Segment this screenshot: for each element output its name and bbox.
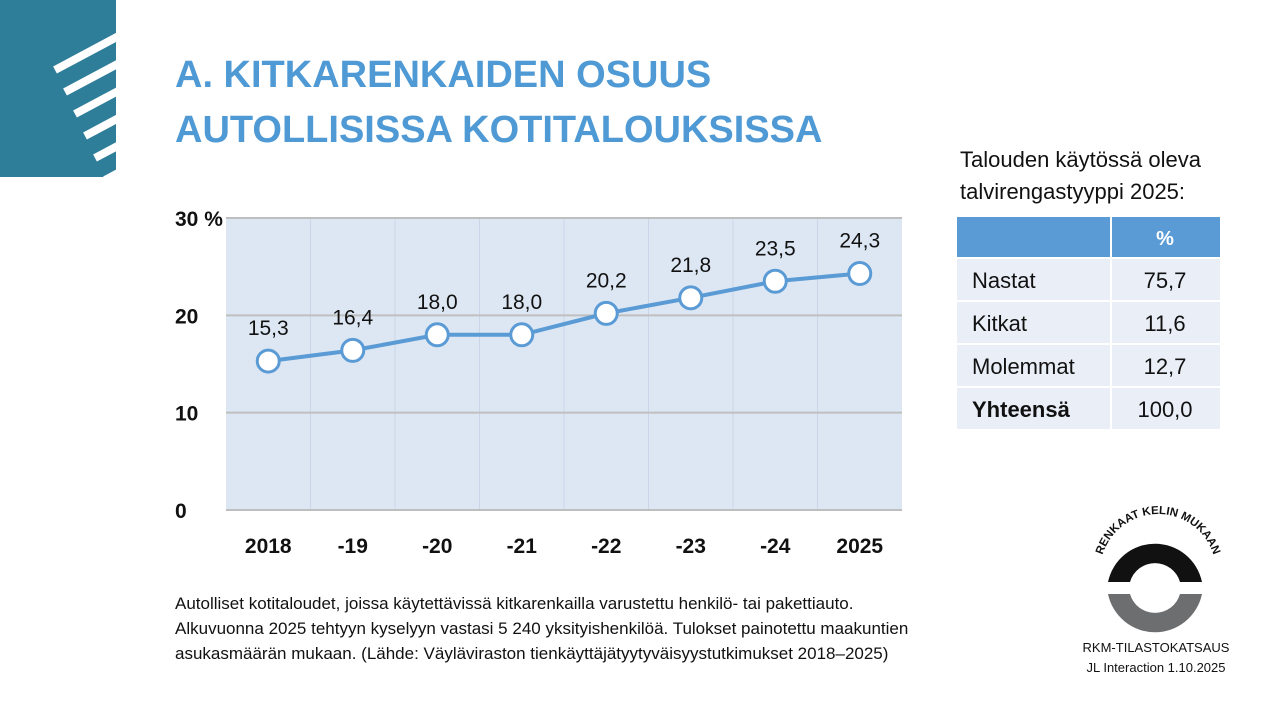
value-label: 23,5: [755, 237, 796, 260]
y-tick-label: 20: [175, 305, 198, 328]
y-tick-label: 30 %: [175, 208, 223, 231]
table-cell: 11,6: [1144, 311, 1185, 336]
marker: [762, 268, 788, 294]
title: A. KITKARENKAIDEN OSUUS: [175, 54, 711, 96]
note: asukasmäärän mukaan. (Lähde: Väylävirast…: [175, 644, 888, 663]
table-cell: Molemmat: [972, 354, 1075, 379]
y-tick-label: 0: [175, 500, 187, 523]
marker: [678, 285, 704, 311]
marker: [593, 300, 619, 326]
marker: [847, 260, 873, 286]
footer: RKM-TILASTOKATSAUS: [1083, 640, 1230, 655]
table: Nastat 75,7 Kitkat 11,6 Molemmat 12,7 Yhteensä…: [957, 259, 1220, 429]
y-tick-label: 10: [175, 403, 198, 426]
table-cell: 100,0: [1137, 397, 1192, 422]
x-tick-label: 2025: [836, 535, 883, 558]
marker: [340, 337, 366, 363]
table-cell-bg: [1112, 345, 1220, 386]
x-tick-label: -19: [338, 535, 368, 558]
value-label: 18,0: [417, 291, 458, 314]
value-label: 15,3: [248, 317, 289, 340]
note: Autolliset kotitaloudet, joissa käytettä…: [175, 594, 853, 613]
table-cell: Kitkat: [972, 311, 1027, 336]
x-tick-label: -21: [507, 535, 538, 558]
value-label: 20,2: [586, 269, 627, 292]
corner-decoration: [0, 0, 116, 177]
table-cell-bg: [1112, 302, 1220, 343]
table-cell: Nastat: [972, 268, 1036, 293]
value-label: 21,8: [670, 254, 711, 277]
x-tick-label: -24: [760, 535, 791, 558]
value-label: 16,4: [332, 306, 373, 329]
table-header: [957, 217, 1220, 257]
note: Alkuvuonna 2025 tehtyyn kyselyyn vastasi…: [175, 619, 908, 638]
chart: 0 10 20 30 % 2018 -19 -20 -21 -22 -23 -24 2025 15,3 1…: [175, 208, 902, 558]
logo: RENKAAT KELIN MUKAAN: [1094, 505, 1222, 633]
table-cell-bg: [957, 388, 1110, 429]
value-label: 18,0: [501, 291, 542, 314]
x-tick-label: -23: [676, 535, 706, 558]
table-title: talvirengastyyppi 2025:: [960, 179, 1185, 204]
value-label: 24,3: [839, 229, 880, 252]
table-cell-bg: [1112, 388, 1220, 429]
table-cell: 75,7: [1144, 268, 1187, 293]
x-tick-label: -22: [591, 535, 621, 558]
marker: [255, 348, 281, 374]
table-cell: 12,7: [1144, 354, 1187, 379]
table-cell: Yhteensä: [972, 397, 1071, 422]
x-tick-label: 2018: [245, 535, 292, 558]
line: [267, 271, 860, 364]
marker: [509, 322, 535, 348]
table-header-cell: %: [1156, 228, 1174, 250]
footer: JL Interaction 1.10.2025: [1086, 660, 1225, 675]
title: AUTOLLISISSA KOTITALOUKSISSA: [175, 109, 822, 151]
table-cell-bg: [957, 259, 1110, 300]
table-title: Talouden käytössä oleva: [960, 147, 1202, 172]
table-cell-bg: [1112, 259, 1220, 300]
table-cell-bg: [957, 345, 1110, 386]
marker: [424, 322, 450, 348]
table-cell-bg: [957, 302, 1110, 343]
x-tick-label: -20: [422, 535, 452, 558]
